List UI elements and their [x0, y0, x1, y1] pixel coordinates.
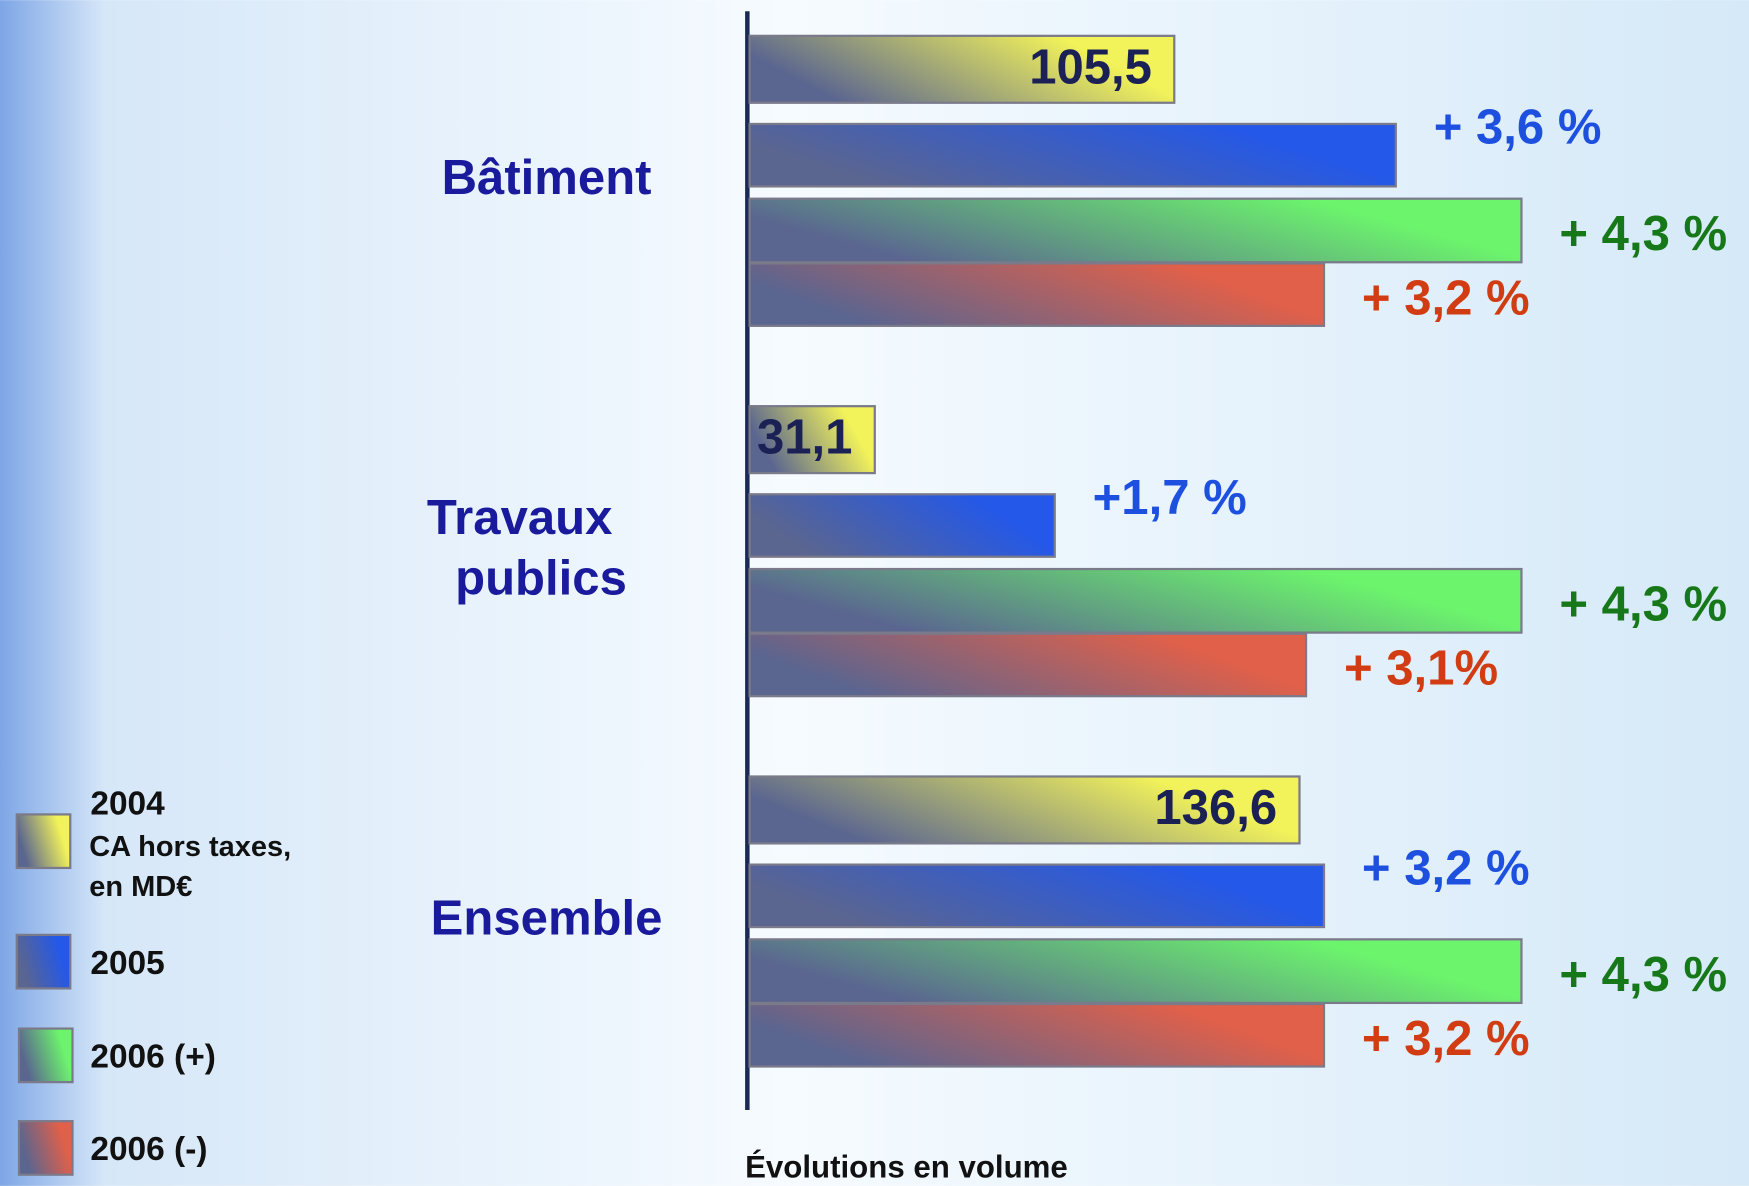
value-label: + 3,1% [1344, 642, 1498, 696]
category-label: Travaux publics [427, 491, 627, 605]
bar [748, 122, 1397, 188]
legend-swatch [15, 813, 72, 870]
value-label: + 3,2 % [1362, 271, 1530, 325]
x-axis-label: Évolutions en volume [745, 1149, 1068, 1184]
value-label: +1,7 % [1093, 471, 1247, 525]
value-label: + 3,6 % [1434, 101, 1602, 155]
bar [748, 1002, 1326, 1068]
bar [748, 632, 1308, 698]
value-label: + 4,3 % [1559, 207, 1727, 261]
value-label: + 4,3 % [1559, 577, 1727, 631]
bar [748, 262, 1326, 327]
bar [748, 775, 1301, 845]
value-label: 136,6 [1154, 781, 1277, 835]
bar [748, 197, 1523, 264]
value-label: + 4,3 % [1559, 948, 1727, 1002]
legend-swatch [15, 933, 72, 990]
value-label: + 3,2 % [1362, 841, 1530, 895]
legend-swatch [17, 1120, 74, 1176]
bar [748, 567, 1523, 634]
category-label: Ensemble [431, 891, 663, 945]
legend-label: 2004 [90, 785, 165, 822]
value-label: 31,1 [757, 411, 853, 465]
legend-note: CA hors taxes, en MD€ [89, 831, 299, 903]
bar [748, 493, 1056, 558]
legend-swatch [17, 1027, 74, 1084]
category-label: Bâtiment [442, 151, 652, 205]
bar [748, 938, 1523, 1005]
bar [748, 405, 876, 475]
bar [748, 863, 1326, 929]
value-label: 105,5 [1029, 40, 1152, 94]
value-label: + 3,2 % [1362, 1012, 1530, 1066]
legend-label: 2006 (+) [90, 1039, 216, 1076]
bar [748, 34, 1176, 104]
legend-label: 2005 [90, 945, 164, 982]
legend-label: 2006 (-) [90, 1131, 207, 1168]
